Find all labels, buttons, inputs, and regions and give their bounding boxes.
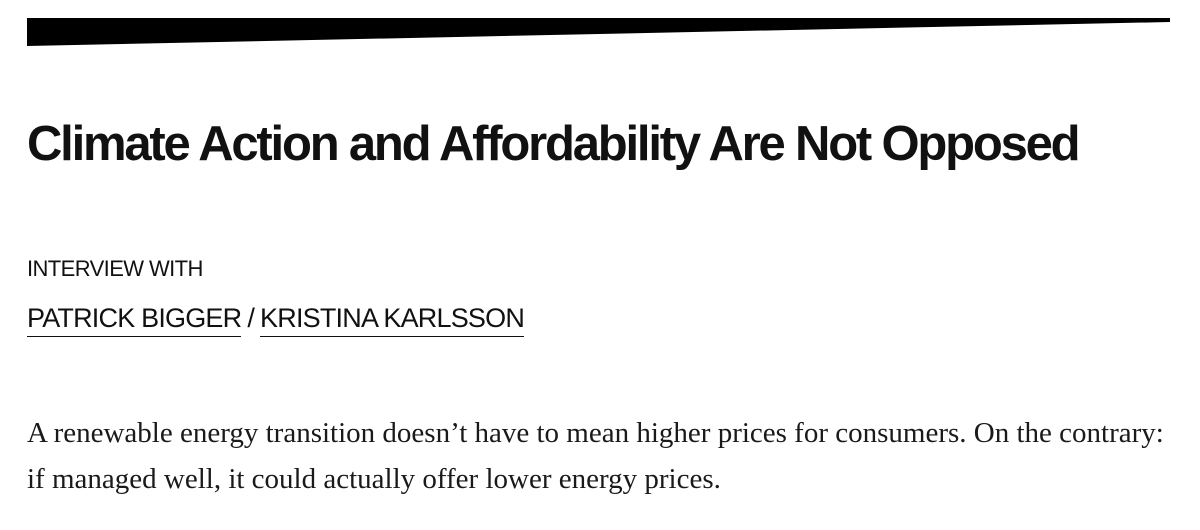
author-link-kristina-karlsson[interactable]: KRISTINA KARLSSON: [260, 303, 525, 337]
author-separator: /: [247, 303, 255, 333]
article-title: Climate Action and Affordability Are Not…: [27, 117, 1081, 171]
top-rule-shape: [27, 18, 1170, 46]
article-dek: A renewable energy transition doesn’t ha…: [27, 417, 1164, 495]
author-line: PATRICK BIGGER / KRISTINA KARLSSON: [27, 302, 525, 337]
top-rule: [27, 18, 1170, 46]
author-link-patrick-bigger[interactable]: PATRICK BIGGER: [27, 303, 242, 337]
interview-kicker: INTERVIEW WITH: [27, 256, 203, 281]
